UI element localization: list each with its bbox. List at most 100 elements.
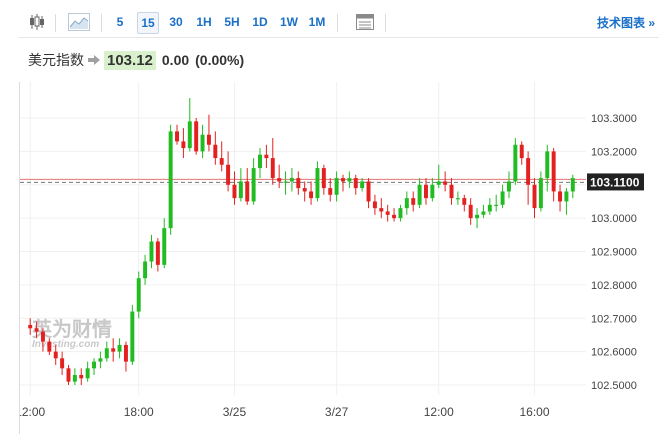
instrument-name: 美元指数 [28, 52, 84, 68]
candle [424, 178, 428, 205]
y-tick-label: 103.0000 [591, 213, 637, 225]
x-tick-label: 12:00 [424, 405, 454, 419]
candle [155, 238, 160, 272]
candle [245, 168, 250, 205]
candle [475, 208, 480, 229]
candle [455, 191, 460, 205]
candle-body [558, 191, 563, 202]
candle [296, 171, 301, 195]
candle-body [40, 331, 45, 342]
technical-chart-link[interactable]: 技术图表 » [596, 15, 655, 30]
candle-body [149, 241, 154, 262]
x-tick-label: 12:00 [20, 405, 46, 419]
candle [213, 131, 218, 165]
candle [270, 138, 275, 185]
candle-body [455, 198, 460, 200]
candle-body [130, 311, 135, 362]
candle-body [111, 348, 116, 352]
candle-body [123, 344, 128, 362]
candle [200, 124, 205, 159]
candle-body [162, 228, 167, 265]
candle [417, 178, 422, 209]
candle [372, 194, 377, 215]
candlestick-chart: 英为财情 Investing.com 103.3000 103.2000 103.1… [20, 82, 644, 419]
candle [538, 171, 543, 212]
candle-body [219, 158, 224, 165]
price-change-percent: (0.00%) [195, 52, 245, 68]
candle [385, 204, 390, 222]
candle [468, 198, 473, 225]
candle [545, 144, 550, 192]
candle-body [72, 374, 77, 382]
interval-15-button[interactable]: 15 [137, 12, 159, 34]
interval-1m-button[interactable]: 1M [308, 15, 326, 29]
candle-body [251, 168, 256, 202]
candle [72, 368, 77, 385]
candle [443, 171, 448, 192]
candle-body [475, 214, 480, 219]
table-view-icon[interactable] [353, 6, 377, 38]
candle-body [538, 178, 543, 209]
interval-1d-button[interactable]: 1D [252, 15, 268, 29]
candle-body [417, 184, 422, 205]
candle [564, 188, 569, 215]
candle [219, 141, 224, 172]
watermark-text: 英为财情 [32, 317, 112, 341]
candle [47, 338, 52, 355]
candle [353, 174, 358, 195]
candle-body [487, 204, 492, 212]
candle-body [398, 208, 403, 219]
candle [162, 218, 167, 269]
candle-body [519, 144, 524, 159]
candle [551, 148, 556, 202]
candle-body [136, 278, 141, 312]
candle-body [564, 191, 569, 202]
candle-body [411, 198, 416, 205]
candle [117, 338, 122, 359]
candle [85, 361, 90, 382]
candle-body [449, 184, 454, 199]
candle-body [302, 188, 307, 192]
candle [34, 321, 39, 339]
interval-30-button[interactable]: 30 [169, 15, 183, 29]
last-price: 103.12 [104, 50, 156, 70]
candle-body [258, 154, 262, 169]
candle [149, 234, 154, 269]
candle-body [347, 178, 352, 182]
candle [283, 171, 288, 195]
candle [111, 338, 116, 362]
candle [40, 328, 45, 352]
candle-body [34, 328, 39, 332]
price-chart[interactable]: 英为财情 Investing.com 103.3000 103.2000 103.1… [19, 82, 659, 434]
interval-1w-button[interactable]: 1W [280, 15, 298, 29]
candle-body [468, 204, 473, 219]
candle-body [98, 358, 103, 362]
watermark: 英为财情 Investing.com [32, 317, 112, 350]
candle-body [404, 198, 409, 209]
candle [366, 178, 371, 209]
candle-body [117, 344, 122, 352]
candle [334, 171, 339, 202]
area-chart-icon[interactable] [65, 6, 93, 38]
candle [168, 124, 173, 235]
candle [526, 151, 531, 205]
candle [481, 204, 486, 219]
candle [321, 164, 326, 195]
candle-body [526, 158, 531, 185]
candle-body [92, 361, 97, 369]
candle [181, 128, 186, 159]
interval-5-button[interactable]: 5 [116, 15, 124, 29]
candle-body [85, 368, 90, 379]
candlestick-chart-icon[interactable] [25, 6, 49, 38]
candle-body [226, 164, 231, 185]
candle [309, 181, 314, 205]
candle-body [28, 324, 33, 329]
candle [123, 341, 128, 372]
y-tick-label: 103.3000 [591, 113, 637, 125]
interval-5h-button[interactable]: 5H [224, 15, 240, 29]
interval-1h-button[interactable]: 1H [196, 15, 212, 29]
candle-body [436, 181, 441, 185]
candle [532, 178, 537, 219]
x-tick-label: 3/27 [325, 405, 349, 419]
candle-body [79, 374, 84, 379]
